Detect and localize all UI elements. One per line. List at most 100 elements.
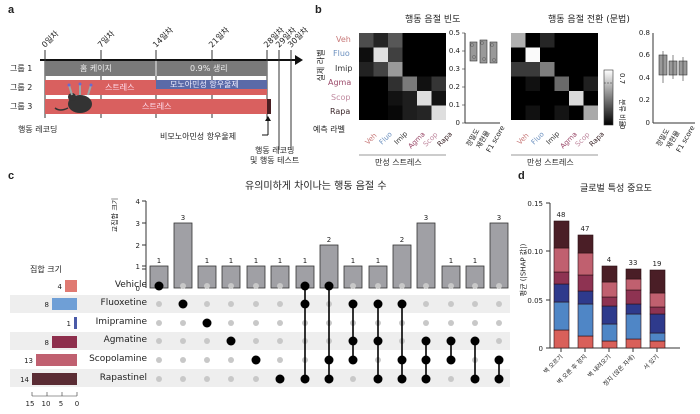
svg-text:1: 1 (229, 257, 233, 265)
shap-title: 글로벌 특성 중요도 (580, 184, 652, 194)
svg-text:8: 8 (45, 301, 49, 309)
group-label-stress-2: 만성 스트레스 (527, 158, 574, 167)
svg-text:F1 score: F1 score (485, 124, 507, 154)
svg-text:0: 0 (539, 345, 543, 353)
mouse-icon (54, 82, 93, 113)
svg-text:0.8: 0.8 (639, 29, 650, 37)
group-label-stress-1: 만성 스트레스 (375, 158, 422, 167)
svg-text:0.15: 0.15 (527, 200, 543, 208)
svg-text:33: 33 (629, 259, 638, 267)
svg-text:0: 0 (646, 119, 650, 127)
shap-bar-wall-climb (553, 220, 570, 349)
day-label: 14일차 (151, 25, 175, 49)
svg-text:0.2: 0.2 (639, 96, 650, 104)
set-size-bars (32, 280, 77, 385)
y-axis-label-true: 실제 라벨 (316, 49, 326, 82)
group3-bar (45, 99, 267, 114)
panel-label-d: d (518, 170, 525, 182)
svg-text:4: 4 (58, 283, 63, 291)
svg-text:10: 10 (42, 400, 51, 408)
svg-text:14: 14 (20, 376, 29, 384)
svg-text:19: 19 (653, 260, 662, 268)
day-label: 7일차 (96, 29, 117, 50)
svg-text:0.3: 0.3 (449, 65, 460, 73)
svg-text:15: 15 (26, 400, 35, 408)
row-label-fluo: Fluo (333, 49, 350, 58)
svg-text:0.10: 0.10 (527, 248, 543, 256)
stress-label-g3: 스트레스 (142, 102, 172, 111)
stress-label-g2: 스트레스 (105, 83, 135, 92)
svg-text:Rapa: Rapa (588, 130, 606, 148)
svg-text:0.5: 0.5 (449, 29, 460, 37)
svg-text:3: 3 (181, 214, 185, 222)
svg-text:3: 3 (424, 214, 428, 222)
svg-text:1: 1 (351, 257, 355, 265)
row-label-imip: Imip (335, 64, 353, 73)
svg-text:0: 0 (456, 119, 460, 127)
non-monoamine-label: 비모노아민성 항우울제 (160, 132, 237, 141)
panel-label-b: b (315, 4, 322, 16)
boxplot-transition (652, 33, 695, 124)
set-name-vehicle: Vehicle (114, 280, 147, 290)
behavior-recording-label: 행동 레코딩 (18, 125, 58, 134)
svg-text:1: 1 (376, 257, 380, 265)
set-name-rapastinel: Rapastinel (99, 373, 147, 383)
svg-text:Scop: Scop (574, 130, 592, 148)
svg-text:1: 1 (157, 257, 161, 265)
svg-text:0: 0 (75, 400, 79, 408)
row-label-agma: Agma (328, 78, 352, 87)
shap-stacked-bar-chart: 0.15 0.10 0.05 0 (527, 200, 680, 388)
up-arrow-icon (265, 116, 271, 121)
monoamine-bar (156, 80, 267, 89)
svg-text:0.2: 0.2 (449, 83, 460, 91)
day-label: 21일차 (207, 25, 231, 49)
boxplot-frequency (462, 32, 500, 124)
group3-label: 그룹 3 (10, 102, 33, 111)
svg-text:3: 3 (136, 220, 140, 228)
heatmap-transition (511, 33, 598, 120)
svg-text:Fluo: Fluo (530, 130, 546, 146)
svg-text:Fluo: Fluo (378, 130, 394, 146)
shap-bar-wall-climb-pause (577, 234, 594, 349)
set-size-label: 집합 크기 (30, 265, 62, 274)
shap-bar-standing (649, 269, 666, 349)
svg-text:1: 1 (303, 257, 307, 265)
confusion-matrices: 0.50.40.30.20.10 0.80.60.40.20 Veh Fluo … (359, 29, 697, 156)
svg-text:4: 4 (136, 198, 141, 206)
svg-text:Scop: Scop (422, 130, 440, 148)
svg-text:0.7: 0.7 (618, 73, 626, 84)
svg-text:2: 2 (327, 236, 331, 244)
group2-label: 그룹 2 (10, 83, 33, 92)
svg-text:F1 score: F1 score (675, 124, 697, 154)
row-label-veh: Veh (336, 35, 351, 44)
svg-text:48: 48 (557, 211, 566, 219)
svg-text:벽 오르기: 벽 오르기 (542, 353, 565, 376)
set-name-fluoxetine: Fluoxetine (100, 298, 147, 308)
svg-text:1: 1 (136, 263, 140, 271)
shap-bar-wall-descend (601, 265, 618, 349)
svg-text:0.1: 0.1 (449, 101, 460, 109)
heatmap-frequency (359, 33, 446, 120)
svg-text:3: 3 (497, 214, 501, 222)
group1-label: 그룹 1 (10, 64, 33, 73)
svg-text:5: 5 (59, 400, 63, 408)
recording-test-label-1: 행동 레코딩 (255, 146, 295, 155)
svg-text:4: 4 (607, 256, 612, 264)
home-cage-label: 홈 케이지 (80, 64, 112, 73)
upset-title: 유의미하게 차이나는 행동 음절 수 (245, 181, 387, 192)
saline-label: 0.9% 생리 (190, 64, 228, 73)
set-name-agmatine: Agmatine (103, 335, 147, 345)
svg-text:47: 47 (581, 225, 590, 233)
svg-text:서 있기: 서 있기 (642, 353, 661, 372)
svg-text:Veh: Veh (516, 132, 531, 147)
svg-text:1: 1 (67, 320, 71, 328)
svg-text:0.4: 0.4 (639, 74, 651, 82)
svg-text:13: 13 (24, 357, 33, 365)
svg-text:Veh: Veh (364, 132, 379, 147)
row-label-rapa: Rapa (330, 107, 351, 116)
x-axis-label-predicted: 예측 라벨 (313, 125, 345, 134)
svg-text:8: 8 (45, 339, 49, 347)
heatmap2-title: 행동 음절 전환 (문법) (548, 15, 630, 25)
shap-bar-pause-sitting (625, 268, 642, 349)
